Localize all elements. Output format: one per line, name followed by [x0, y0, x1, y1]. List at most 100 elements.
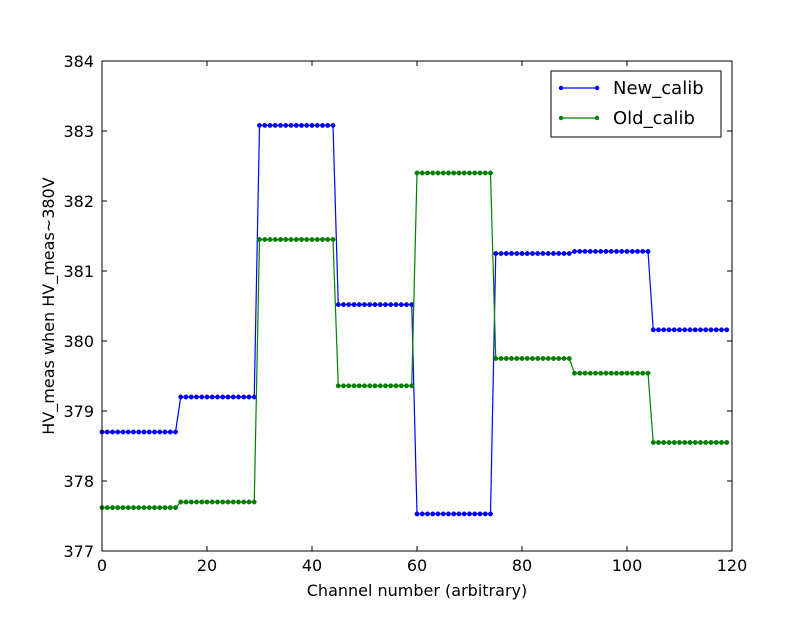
- x-tick-label: 0: [97, 556, 107, 575]
- data-point: [509, 356, 514, 361]
- data-point: [393, 302, 399, 308]
- data-point: [325, 237, 331, 242]
- data-point: [283, 237, 289, 242]
- data-point: [493, 251, 499, 256]
- data-point: [335, 383, 341, 389]
- data-point: [482, 170, 488, 176]
- data-point: [488, 170, 493, 176]
- data-point: [656, 440, 661, 445]
- data-point: [582, 370, 588, 376]
- data-point: [225, 499, 231, 505]
- data-point: [650, 440, 656, 445]
- y-axis-label: HV_meas when HV_meas~380V: [39, 177, 59, 434]
- x-tick-label: 60: [407, 556, 427, 575]
- data-point: [540, 251, 546, 256]
- data-point: [146, 429, 152, 435]
- axes-layer: 0 20 40 60 80 100 120 377 378 379 380 381 382 383 384: [63, 52, 747, 575]
- data-point: [713, 440, 719, 445]
- data-point: [551, 356, 556, 361]
- legend-marker: [558, 85, 564, 91]
- data-point: [430, 170, 436, 176]
- data-point: [582, 248, 588, 254]
- data-point: [671, 327, 677, 333]
- data-point: [230, 499, 236, 505]
- data-point: [677, 440, 682, 445]
- data-point: [330, 237, 336, 242]
- data-point: [493, 356, 499, 361]
- data-point: [640, 248, 646, 254]
- data-point: [530, 251, 535, 256]
- data-point: [351, 302, 357, 308]
- series-new-calib: [99, 122, 730, 517]
- data-point: [530, 356, 535, 361]
- y-tick-label: 378: [63, 472, 94, 491]
- legend-label: New_calib: [613, 78, 704, 99]
- data-point: [173, 429, 178, 435]
- data-point: [320, 122, 325, 128]
- data-point: [188, 499, 194, 505]
- data-point: [593, 370, 598, 376]
- data-point: [230, 394, 236, 400]
- legend-marker: [558, 115, 564, 121]
- data-point: [708, 327, 714, 333]
- data-point: [708, 440, 714, 445]
- data-point: [115, 429, 121, 435]
- x-tick-label: 40: [302, 556, 322, 575]
- y-tick-label: 382: [63, 192, 94, 211]
- data-point: [472, 511, 478, 517]
- data-point: [141, 429, 147, 435]
- data-point: [645, 370, 651, 376]
- data-point: [482, 511, 488, 517]
- data-point: [598, 248, 604, 254]
- data-point: [566, 251, 572, 256]
- data-point: [629, 248, 635, 254]
- data-point: [682, 327, 688, 333]
- data-point: [514, 356, 520, 361]
- y-tick-label: 379: [63, 402, 94, 421]
- y-tick-label: 383: [63, 122, 94, 141]
- data-point: [309, 237, 315, 242]
- data-point: [299, 237, 304, 242]
- data-point: [624, 370, 630, 376]
- data-point: [645, 248, 651, 254]
- data-point: [199, 394, 205, 400]
- data-point: [587, 370, 593, 376]
- data-point: [141, 505, 147, 511]
- data-point: [110, 505, 115, 511]
- data-point: [383, 302, 388, 308]
- data-point: [188, 394, 194, 400]
- data-point: [671, 440, 677, 445]
- data-point: [666, 440, 672, 445]
- data-point: [278, 237, 283, 242]
- data-point: [461, 170, 467, 176]
- data-point: [283, 122, 289, 128]
- data-point: [262, 122, 268, 128]
- data-point: [120, 505, 126, 511]
- data-point: [131, 505, 136, 511]
- legend-label: Old_calib: [613, 108, 695, 129]
- data-point: [125, 429, 131, 435]
- data-point: [635, 370, 640, 376]
- data-point: [183, 499, 189, 505]
- data-point: [524, 356, 530, 361]
- data-point: [136, 505, 142, 511]
- data-point: [267, 237, 273, 242]
- data-point: [577, 370, 583, 376]
- legend-box: [550, 70, 722, 138]
- y-tick-label: 384: [63, 52, 94, 71]
- data-point: [451, 511, 457, 517]
- x-tick-label: 120: [717, 556, 748, 575]
- data-point: [341, 383, 346, 389]
- data-point: [320, 237, 325, 242]
- data-point: [183, 394, 189, 400]
- data-point: [425, 170, 430, 176]
- data-point: [272, 122, 278, 128]
- data-point: [246, 394, 252, 400]
- data-point: [162, 505, 168, 511]
- data-point: [698, 440, 703, 445]
- data-point: [614, 248, 619, 254]
- data-point: [425, 511, 430, 517]
- data-point: [545, 356, 551, 361]
- data-point: [110, 429, 115, 435]
- data-point: [372, 302, 378, 308]
